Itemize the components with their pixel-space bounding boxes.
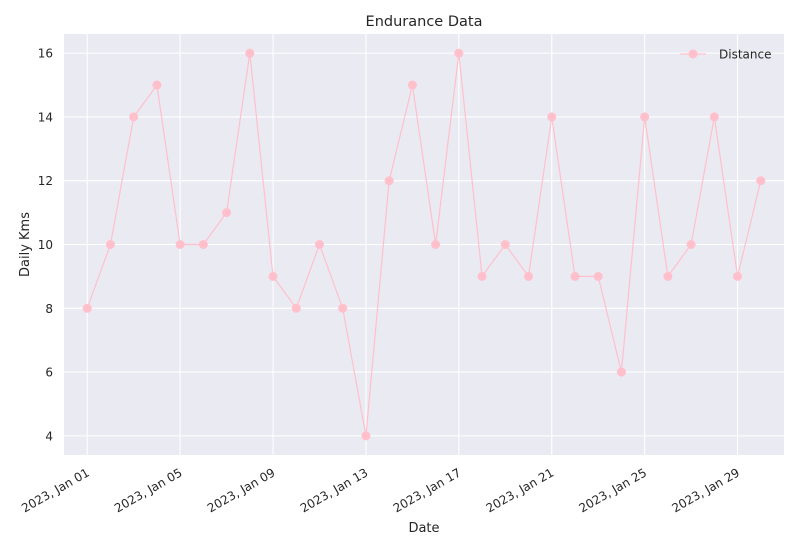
grid [64,34,784,455]
data-point [570,271,580,281]
data-point [709,112,719,122]
data-point [152,80,162,90]
data-point [245,48,255,58]
data-point [222,208,232,218]
data-point [407,80,417,90]
data-point [454,48,464,58]
x-axis-title: Date [408,521,439,536]
legend: Distance [680,48,771,62]
y-tick-label: 16 [38,47,53,61]
data-point [291,303,301,313]
y-tick-label: 14 [38,110,53,124]
data-point [314,240,324,249]
data-point [175,240,185,249]
legend-label-distance: Distance [719,48,771,62]
data-point [616,367,626,377]
y-tick-label: 6 [45,366,53,380]
chart-title: Endurance Data [366,14,483,30]
x-tick-label: 2023, Jan 17 [391,465,464,515]
data-point [338,303,348,313]
data-point [663,271,673,281]
data-point [477,271,487,281]
legend-marker-distance [688,49,698,59]
y-axis-title: Daily Kms [18,212,33,277]
x-tick-label: 2023, Jan 25 [577,465,650,515]
data-point [733,271,743,281]
data-point [500,240,510,249]
data-point [129,112,139,122]
y-tick-label: 8 [45,302,53,316]
data-point [105,240,115,249]
x-tick-label: 2023, Jan 05 [112,465,185,515]
x-tick-label: 2023, Jan 13 [298,465,371,515]
x-tick-label: 2023, Jan 29 [669,465,742,515]
data-point [82,303,92,313]
data-point [524,271,534,281]
data-point [431,240,441,249]
data-point [384,176,394,186]
series-distance [82,48,766,441]
x-tick-label: 2023, Jan 21 [484,465,557,515]
x-tick-label: 2023, Jan 09 [205,465,278,515]
y-tick-label: 4 [45,429,53,443]
y-tick-label: 10 [38,238,53,252]
data-point [756,176,766,186]
data-point [593,271,603,281]
x-tick-label: 2023, Jan 01 [19,465,92,515]
data-point [686,240,696,249]
x-axis-ticks: 2023, Jan 01 2023, Jan 05 2023, Jan 09 2023… [19,465,742,515]
data-point [198,240,208,249]
data-point [268,271,278,281]
y-axis-ticks: 4 6 8 10 12 14 16 [38,47,53,444]
data-point [361,431,371,441]
data-point [640,112,650,122]
data-point [547,112,557,122]
y-tick-label: 12 [38,174,53,188]
